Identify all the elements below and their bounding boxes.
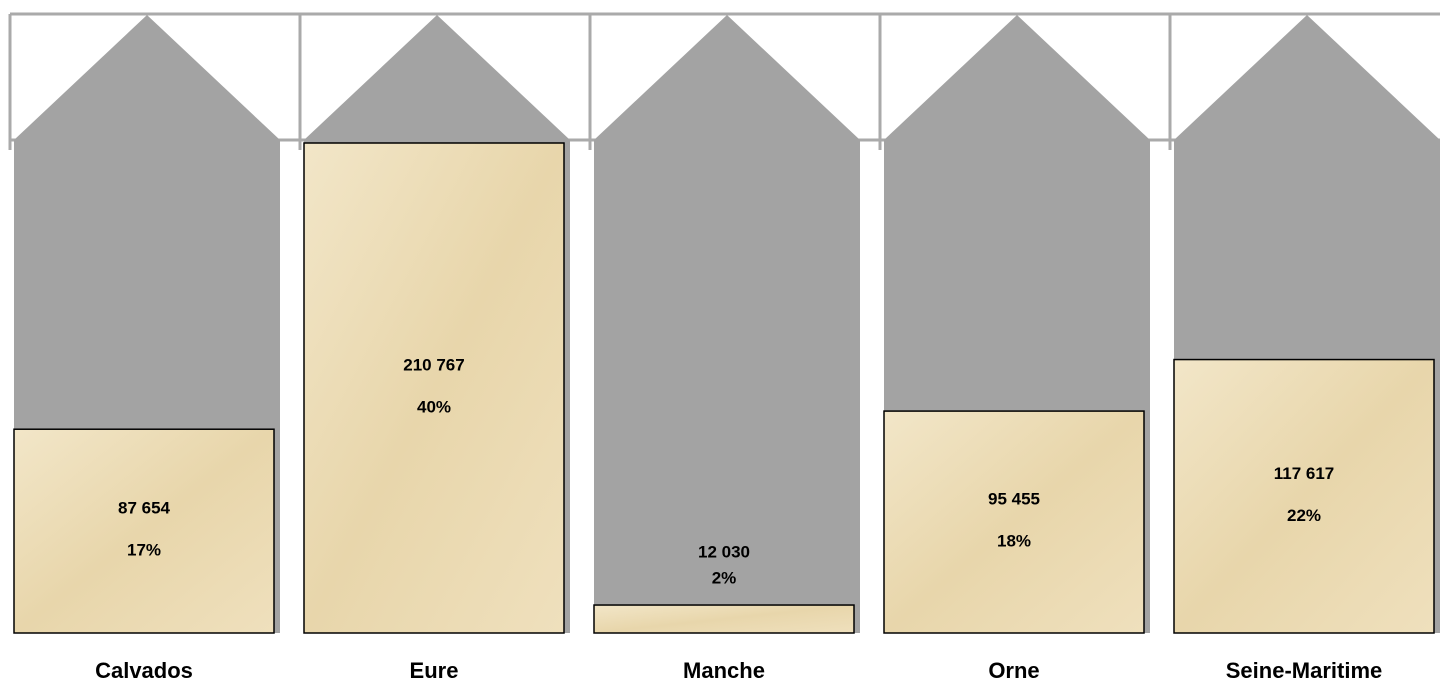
bar xyxy=(593,604,855,634)
category-label: Eure xyxy=(410,658,459,683)
category-label: Orne xyxy=(988,658,1039,683)
category-label: Manche xyxy=(683,658,765,683)
value-label: 12 030 xyxy=(698,543,750,562)
share-label: 40% xyxy=(417,397,451,416)
value-label: 87 654 xyxy=(118,499,171,518)
silo xyxy=(594,15,860,633)
share-label: 2% xyxy=(712,569,737,588)
bar xyxy=(13,428,275,634)
value-label: 210 767 xyxy=(403,355,464,374)
category-label: Calvados xyxy=(95,658,193,683)
share-label: 17% xyxy=(127,541,161,560)
value-label: 117 617 xyxy=(1274,464,1335,483)
value-label: 95 455 xyxy=(988,490,1040,509)
bar xyxy=(1173,358,1435,634)
category-label: Seine-Maritime xyxy=(1226,658,1383,683)
share-label: 22% xyxy=(1287,506,1321,525)
bar xyxy=(883,410,1145,634)
share-label: 18% xyxy=(997,532,1031,551)
bar xyxy=(303,142,565,634)
